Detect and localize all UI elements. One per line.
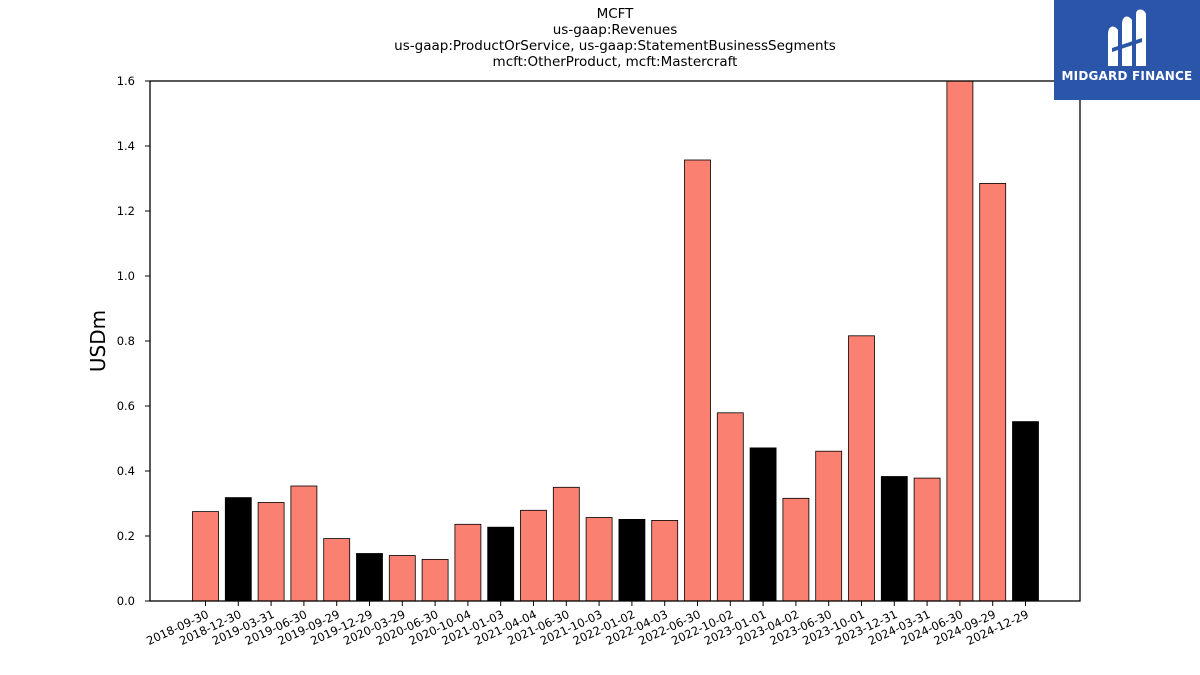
plot-frame	[149, 80, 1081, 602]
chart-title-line: MCFT	[596, 6, 634, 22]
bar-2019-06-30	[290, 485, 318, 602]
y-axis-label: USDm	[86, 310, 110, 372]
bar-2024-03-31	[913, 477, 941, 602]
bar-2023-01-01	[749, 447, 777, 602]
y-tick-label: 1.0	[117, 269, 135, 283]
bar-2024-09-29	[979, 182, 1007, 602]
bar-2021-10-03	[585, 517, 613, 602]
bar-2023-04-02	[782, 497, 810, 602]
y-tick-label: 0.6	[117, 399, 135, 413]
y-tick-label: 0.2	[117, 529, 135, 543]
y-tick-label: 1.4	[117, 139, 135, 153]
bar-2018-09-30	[192, 511, 219, 602]
bar-2020-10-04	[454, 523, 482, 602]
bar-2023-06-30	[815, 450, 843, 602]
chart-title: MCFT us-gaap:Revenues us-gaap:ProductOrS…	[0, 6, 1200, 70]
midgard-logo-icon	[1108, 9, 1146, 66]
chart-title-line: us-gaap:Revenues	[552, 22, 678, 38]
y-tick-label: 0.0	[117, 594, 135, 608]
chart-title-line: us-gaap:ProductOrService, us-gaap:Statem…	[394, 38, 836, 54]
bar-2018-12-30	[224, 497, 252, 602]
bar-2023-12-31	[880, 476, 908, 602]
bar-2023-10-01	[848, 335, 875, 602]
bar-2021-04-04	[520, 509, 547, 602]
bar-2022-10-02	[716, 412, 744, 602]
y-tick-label: 0.8	[117, 334, 135, 348]
bar-2021-06-30	[552, 486, 580, 602]
bar-2019-12-29	[356, 553, 383, 602]
bar-2022-01-02	[618, 519, 646, 602]
bar-2024-06-30	[946, 80, 974, 602]
y-tick-label: 0.4	[117, 464, 135, 478]
y-tick-label: 1.6	[117, 74, 135, 88]
bar-2020-06-30	[421, 559, 449, 602]
bar-2019-03-31	[257, 502, 285, 602]
y-tick-label: 1.2	[117, 204, 135, 218]
bar-2024-12-29	[1012, 421, 1039, 602]
bar-2022-06-30	[684, 159, 711, 602]
midgard-finance-logo: MIDGARD FINANCE	[1054, 0, 1200, 100]
chart-title-line: mcft:OtherProduct, mcft:Mastercraft	[492, 54, 738, 70]
bar-2022-04-03	[651, 520, 679, 602]
bar-2019-09-29	[323, 538, 351, 602]
logo-text: MIDGARD FINANCE	[1061, 69, 1193, 83]
bar-2020-03-29	[388, 555, 416, 602]
bar-2021-01-03	[487, 526, 515, 602]
